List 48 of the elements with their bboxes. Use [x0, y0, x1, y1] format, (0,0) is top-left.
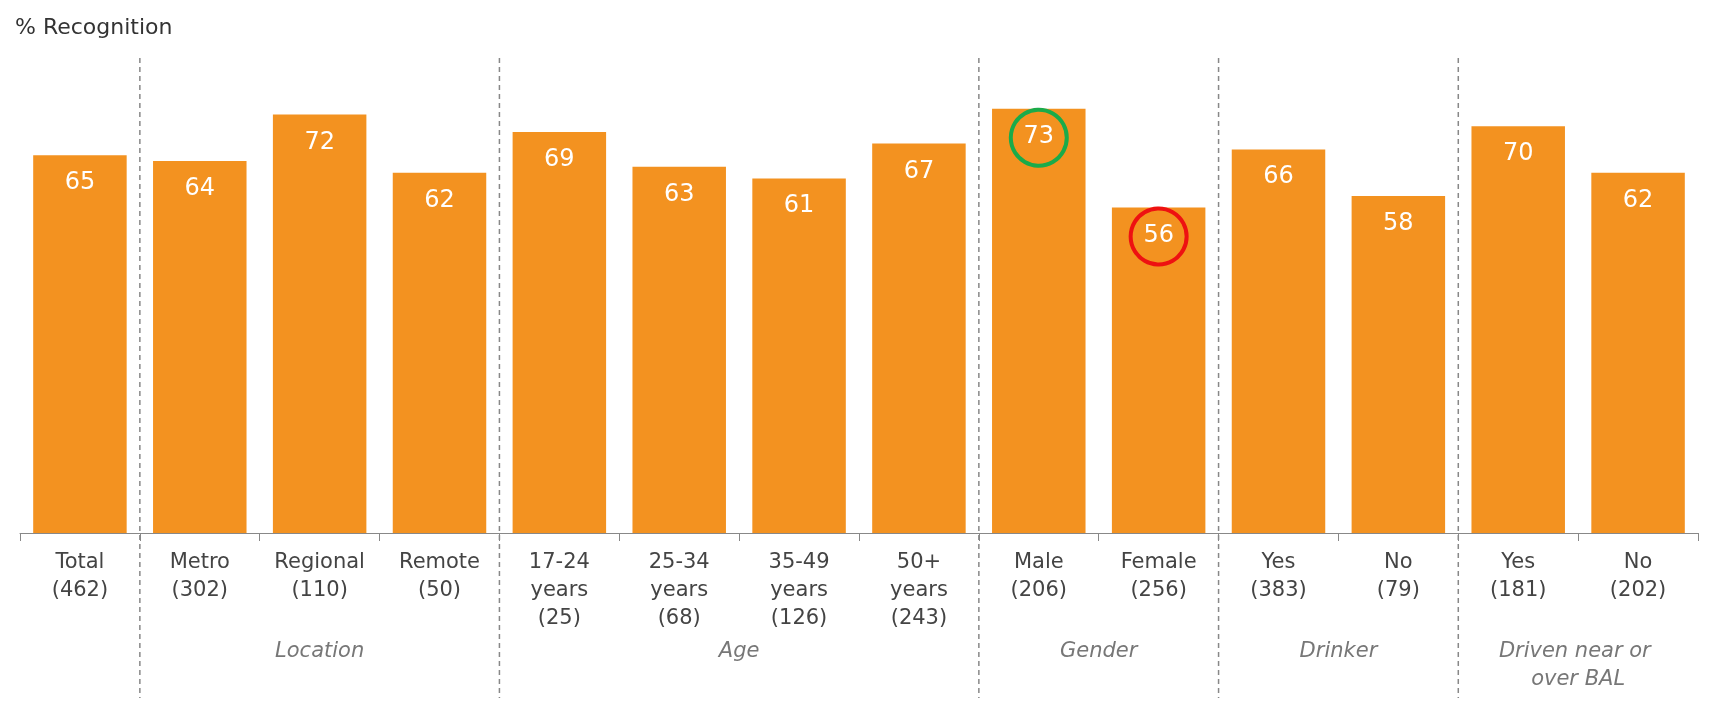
x-tick-label: Total (462) [51, 549, 109, 601]
bar [392, 172, 487, 533]
bar [872, 143, 966, 533]
x-tick-label: 25-34 years (68) [648, 549, 710, 629]
bar [33, 155, 127, 533]
bar [1231, 149, 1326, 533]
bar [992, 108, 1086, 533]
x-tick-label: Male (206) [1010, 549, 1068, 601]
data-label: 61 [783, 190, 815, 219]
x-tick-label: 17-24 years (25) [528, 549, 590, 629]
x-tick-label: 50+ years (243) [890, 549, 948, 629]
data-label: 64 [184, 173, 216, 201]
data-label: 70 [1502, 138, 1534, 167]
x-tick-label: 35-49 years (126) [768, 549, 830, 629]
text: Gender [1060, 638, 1139, 662]
text: Drinker [1299, 638, 1379, 662]
data-label: 72 [304, 126, 335, 155]
text: Location [275, 638, 365, 662]
bar [632, 166, 726, 533]
bar [752, 178, 846, 533]
data-label: 56 [1143, 219, 1174, 248]
x-tick-label: Regional (110) [274, 549, 365, 601]
x-tick-label: Yes (383) [1250, 549, 1307, 601]
bar [1471, 126, 1565, 533]
data-label: 58 [1383, 207, 1414, 236]
text: Age [716, 638, 760, 662]
x-tick-label: Remote (50) [398, 549, 481, 601]
data-label: 63 [663, 178, 695, 207]
bar [1591, 172, 1685, 533]
bar [153, 161, 247, 533]
text: Driven near or over BAL [1498, 638, 1658, 690]
bar [1351, 195, 1446, 533]
data-label: 67 [903, 155, 935, 184]
bar [272, 114, 367, 533]
data-label: 66 [1263, 161, 1294, 190]
bar [1111, 207, 1206, 533]
data-label: 65 [64, 167, 96, 196]
x-tick-label: Metro (302) [169, 549, 230, 601]
x-tick-label: Female (256) [1120, 549, 1197, 601]
data-label: 73 [1023, 120, 1055, 149]
data-label: 69 [544, 143, 575, 172]
data-label: 62 [424, 184, 455, 213]
bar [512, 131, 607, 533]
chart-title: % Recognition [15, 13, 173, 39]
data-label: 62 [1622, 184, 1654, 213]
x-tick-label: No (79) [1376, 549, 1420, 601]
x-tick-label: No (202) [1609, 549, 1667, 601]
x-tick-label: Yes (181) [1489, 549, 1547, 601]
